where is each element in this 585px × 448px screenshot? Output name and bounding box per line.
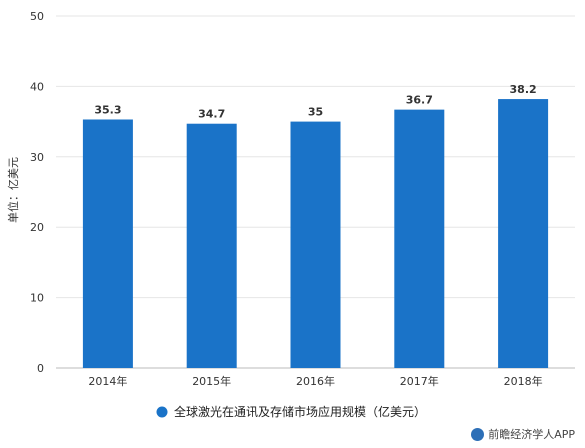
data-label: 35: [308, 106, 323, 119]
legend: 全球激光在通讯及存储市场应用规模（亿美元）: [156, 404, 426, 419]
legend-label: 全球激光在通讯及存储市场应用规模（亿美元）: [174, 404, 426, 419]
bars: 35.3 34.7 35 36.7 38.2: [82, 83, 549, 369]
bar: [394, 109, 445, 369]
y-tick-label: 10: [30, 292, 44, 305]
legend-marker: [156, 406, 168, 418]
data-label: 35.3: [94, 103, 121, 116]
x-tick-label: 2014年: [88, 374, 127, 388]
y-tick-label: 20: [30, 221, 44, 234]
y-tick-label: 0: [37, 362, 44, 375]
data-label: 34.7: [198, 108, 225, 121]
y-axis-ticks: 0 10 20 30 40 50: [30, 10, 44, 375]
y-tick-label: 40: [30, 80, 44, 93]
data-label: 38.2: [510, 83, 537, 96]
y-axis-label: 单位：亿美元: [6, 157, 20, 223]
bar: [82, 119, 133, 368]
x-tick-label: 2018年: [504, 374, 543, 388]
bar: [290, 121, 341, 368]
x-tick-label: 2015年: [192, 374, 231, 388]
brand-name: 前瞻经济学人APP: [488, 428, 575, 441]
bar: [498, 99, 549, 369]
data-label: 36.7: [406, 94, 433, 107]
x-tick-label: 2016年: [296, 374, 335, 388]
brand-logo-icon: [471, 427, 485, 441]
bar: [186, 123, 237, 368]
y-tick-label: 50: [30, 10, 44, 23]
y-tick-label: 30: [30, 151, 44, 164]
x-axis-ticks: 2014年 2015年 2016年 2017年 2018年: [88, 374, 542, 388]
x-tick-label: 2017年: [400, 374, 439, 388]
brand-footer: 前瞻经济学人APP: [471, 426, 575, 442]
